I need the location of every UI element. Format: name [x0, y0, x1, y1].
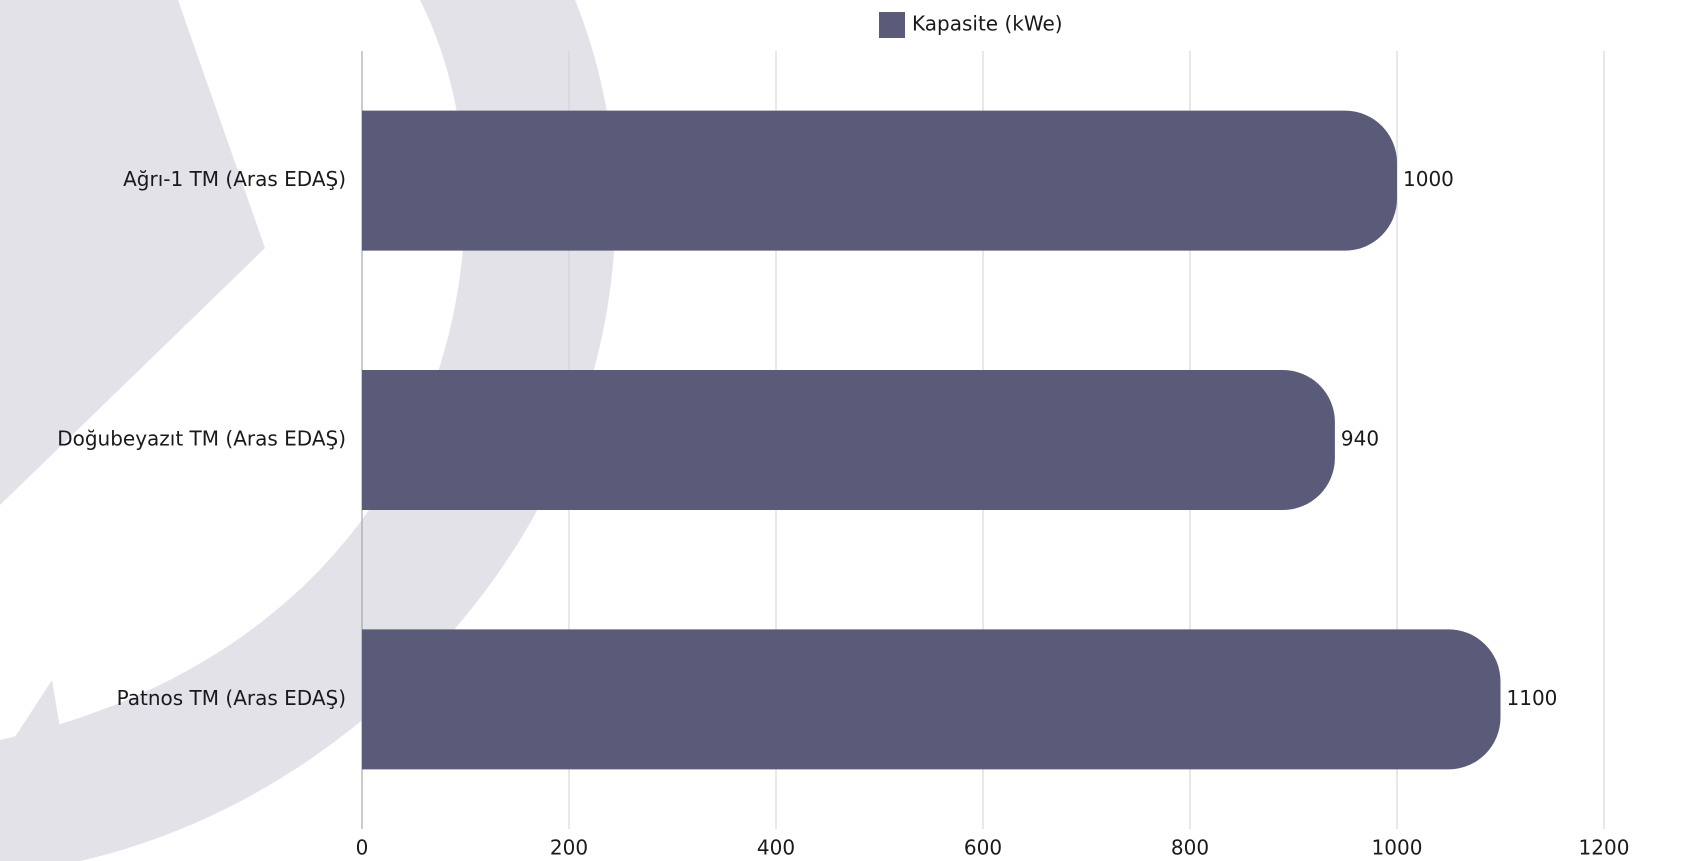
- value-label: 940: [1341, 427, 1379, 451]
- x-tick-label: 600: [964, 836, 1002, 860]
- legend-label: Kapasite (kWe): [912, 12, 1063, 36]
- value-label: 1000: [1403, 167, 1454, 191]
- x-tick-label: 800: [1171, 836, 1209, 860]
- bar: [362, 370, 1335, 510]
- x-tick-label: 1200: [1579, 836, 1630, 860]
- legend-swatch: [879, 12, 905, 38]
- x-tick-label: 200: [550, 836, 588, 860]
- x-tick-label: 1000: [1372, 836, 1423, 860]
- y-tick-label: Doğubeyazıt TM (Aras EDAŞ): [57, 427, 346, 451]
- bar: [362, 110, 1397, 251]
- y-tick-label: Ağrı-1 TM (Aras EDAŞ): [123, 167, 346, 191]
- bg-shape: [0, 0, 265, 505]
- x-tick-label: 0: [356, 836, 369, 860]
- value-label: 1100: [1507, 686, 1558, 710]
- y-tick-label: Patnos TM (Aras EDAŞ): [117, 686, 346, 710]
- x-tick-label: 400: [757, 836, 795, 860]
- bg-arrow: [0, 680, 62, 861]
- bar: [362, 629, 1501, 770]
